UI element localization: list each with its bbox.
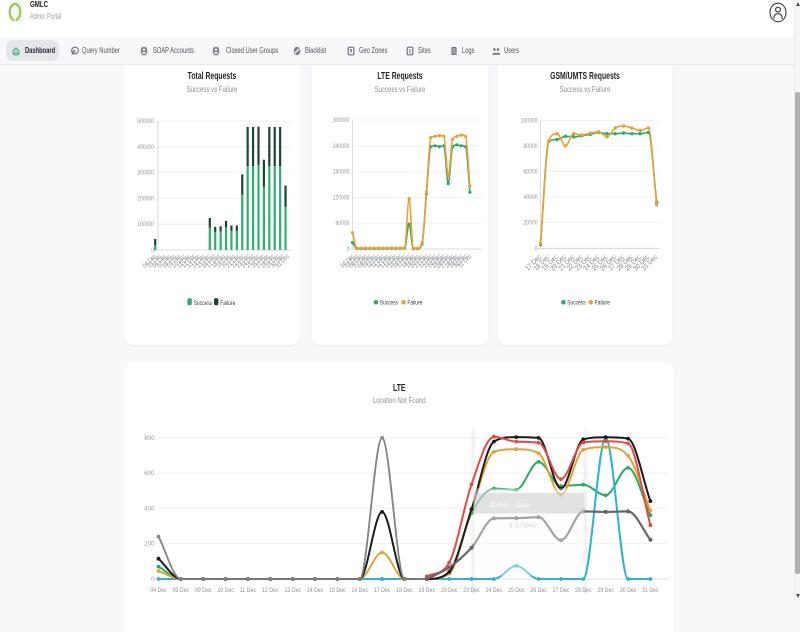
svg-text:05 Dec: 05 Dec (172, 586, 189, 593)
svg-text:Success: Success (379, 300, 398, 307)
svg-text:20 Dec: 20 Dec (440, 586, 457, 593)
svg-text:Failure: Failure (594, 300, 609, 307)
svg-text:25 Dec: 25 Dec (508, 586, 525, 593)
svg-text:16 Dec: 16 Dec (351, 586, 368, 593)
svg-text:200000: 200000 (137, 195, 154, 202)
svg-text:400: 400 (144, 505, 155, 512)
svg-text:600: 600 (144, 470, 155, 477)
svg-text:09 Dec: 09 Dec (194, 586, 211, 593)
svg-text:27 Dec: 27 Dec (552, 586, 569, 593)
svg-text:60000: 60000 (523, 169, 537, 176)
svg-text:Success: Success (193, 300, 212, 307)
svg-text:15 Dec: 15 Dec (329, 586, 346, 593)
svg-text:40000: 40000 (523, 194, 537, 201)
svg-text:Failure: Failure (407, 300, 422, 307)
svg-text:18 Dec: 18 Dec (396, 586, 413, 593)
svg-text:10 Dec: 10 Dec (217, 586, 234, 593)
svg-text:80000: 80000 (523, 143, 537, 150)
svg-text:30 Dec: 30 Dec (619, 586, 636, 593)
svg-text:Airtel - Gua: Airtel - Gua (489, 500, 530, 511)
svg-text:23 Dec: 23 Dec (463, 586, 480, 593)
svg-text:28 Dec: 28 Dec (575, 586, 592, 593)
svg-text:800: 800 (144, 434, 155, 441)
svg-text:120000: 120000 (332, 194, 349, 201)
svg-text:11 Dec: 11 Dec (239, 586, 256, 593)
svg-text:4 17040: 4 17040 (508, 522, 536, 529)
svg-text:26 Dec: 26 Dec (530, 586, 547, 593)
svg-text:31 Dec: 31 Dec (642, 586, 659, 593)
svg-text:14 Dec: 14 Dec (306, 586, 323, 593)
svg-text:400000: 400000 (137, 144, 154, 151)
svg-text:300000: 300000 (137, 170, 154, 177)
svg-text:240000: 240000 (332, 143, 349, 150)
svg-text:60000: 60000 (335, 220, 349, 227)
svg-text:180000: 180000 (332, 169, 349, 176)
svg-text:04 Dec: 04 Dec (150, 586, 167, 593)
svg-text:17 Dec: 17 Dec (373, 586, 390, 593)
svg-text:12 Dec: 12 Dec (262, 586, 279, 593)
svg-text:0: 0 (151, 247, 154, 254)
svg-text:29 Dec: 29 Dec (597, 586, 614, 593)
svg-text:500000: 500000 (137, 118, 154, 125)
svg-text:Failure: Failure (220, 300, 235, 307)
svg-text:300000: 300000 (332, 117, 349, 124)
svg-text:19 Dec: 19 Dec (418, 586, 435, 593)
svg-text:20000: 20000 (523, 220, 537, 227)
svg-text:200: 200 (144, 540, 155, 547)
svg-text:0: 0 (346, 246, 349, 253)
svg-text:0: 0 (151, 576, 155, 583)
svg-text:13 Dec: 13 Dec (284, 586, 301, 593)
svg-text:Success: Success (567, 300, 586, 307)
svg-text:100000: 100000 (520, 117, 537, 124)
svg-text:100000: 100000 (137, 221, 154, 228)
svg-text:0: 0 (534, 245, 537, 252)
svg-text:24 Dec: 24 Dec (485, 586, 502, 593)
